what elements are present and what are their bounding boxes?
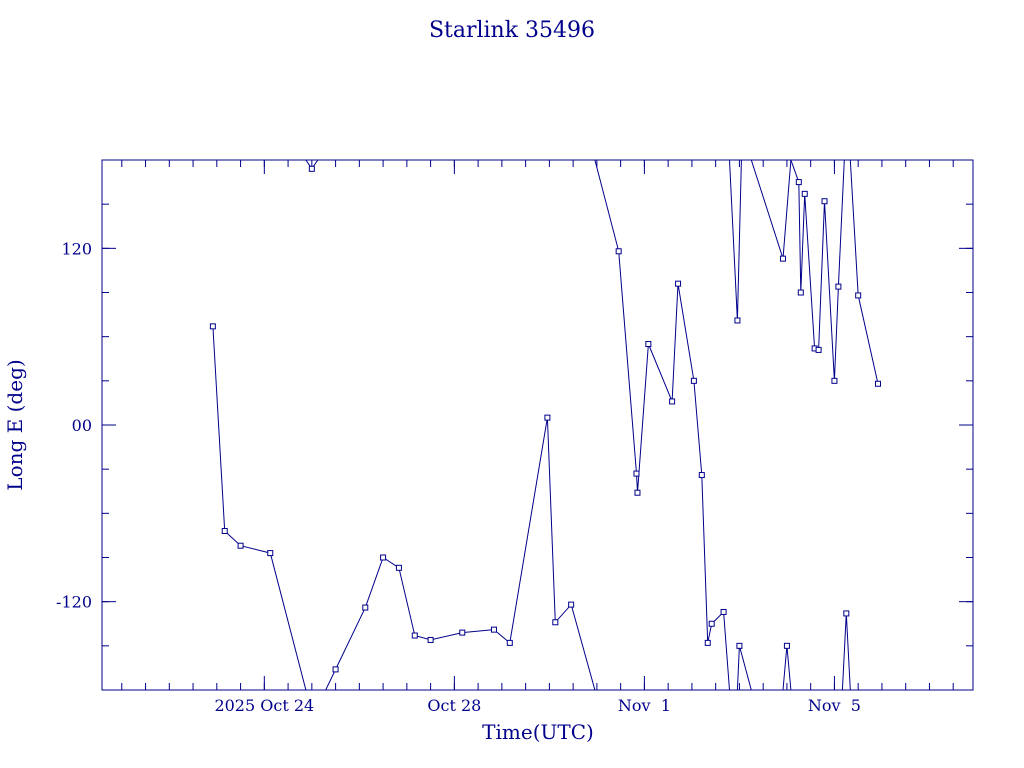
series-markers bbox=[209, 165, 881, 673]
series-lines bbox=[212, 160, 879, 690]
data-point bbox=[552, 619, 559, 626]
data-point bbox=[698, 472, 705, 479]
data-point bbox=[821, 198, 828, 205]
data-point bbox=[831, 377, 838, 384]
series-line-segment bbox=[594, 160, 730, 690]
data-point bbox=[734, 317, 741, 324]
data-point bbox=[690, 377, 697, 384]
data-point bbox=[634, 489, 641, 496]
series-line-segment bbox=[849, 160, 879, 384]
plot-frame bbox=[101, 159, 974, 691]
data-point bbox=[779, 255, 786, 262]
data-point bbox=[395, 564, 402, 571]
y-tick-label: 120 bbox=[61, 239, 92, 258]
data-point bbox=[801, 190, 808, 197]
series-line-segment bbox=[212, 326, 307, 690]
data-point bbox=[490, 626, 497, 633]
data-point bbox=[308, 165, 315, 172]
data-point bbox=[237, 542, 244, 549]
data-point bbox=[675, 280, 682, 287]
data-point bbox=[459, 629, 466, 636]
data-point bbox=[506, 639, 513, 646]
data-point bbox=[209, 323, 216, 330]
data-point bbox=[615, 248, 622, 255]
data-point bbox=[835, 283, 842, 290]
data-point bbox=[720, 608, 727, 615]
data-point bbox=[544, 414, 551, 421]
data-point bbox=[797, 289, 804, 296]
x-tick-label: 2025 Oct 24 bbox=[214, 696, 314, 715]
x-tick-label: Nov 5 bbox=[808, 696, 861, 715]
y-tick-label: -120 bbox=[56, 593, 92, 612]
series-line-segment bbox=[325, 417, 596, 690]
data-point bbox=[267, 550, 274, 557]
x-tick-label: Nov 1 bbox=[618, 696, 671, 715]
data-point bbox=[332, 666, 339, 673]
series-line-segment bbox=[750, 160, 792, 259]
data-point bbox=[874, 380, 881, 387]
y-tick-label: 00 bbox=[72, 416, 92, 435]
data-point bbox=[633, 470, 640, 477]
data-point bbox=[568, 601, 575, 608]
y-tick-labels: 120 00 -120 bbox=[56, 239, 92, 611]
data-point bbox=[411, 632, 418, 639]
series-line-segment bbox=[729, 160, 742, 321]
y-axis-title: Long E (deg) bbox=[3, 359, 27, 490]
data-point bbox=[221, 528, 228, 534]
data-point bbox=[380, 554, 387, 561]
data-point bbox=[708, 620, 715, 627]
data-point bbox=[843, 610, 850, 617]
data-point bbox=[362, 604, 369, 611]
axis-ticks bbox=[102, 159, 973, 691]
series-line-segment bbox=[841, 613, 851, 690]
data-point bbox=[736, 642, 743, 649]
data-point bbox=[427, 636, 434, 643]
data-point bbox=[669, 398, 676, 405]
x-tick-labels: 2025 Oct 24 Oct 28 Nov 1 Nov 5 bbox=[214, 696, 861, 715]
x-tick-label: Oct 28 bbox=[427, 696, 481, 715]
x-axis-title: Time(UTC) bbox=[482, 720, 594, 744]
data-point bbox=[795, 179, 802, 186]
data-point bbox=[855, 292, 862, 299]
chart-title: Starlink 35496 bbox=[429, 18, 595, 43]
data-point bbox=[815, 346, 822, 353]
data-point bbox=[704, 639, 711, 646]
data-point bbox=[645, 341, 652, 348]
data-point bbox=[783, 642, 790, 649]
